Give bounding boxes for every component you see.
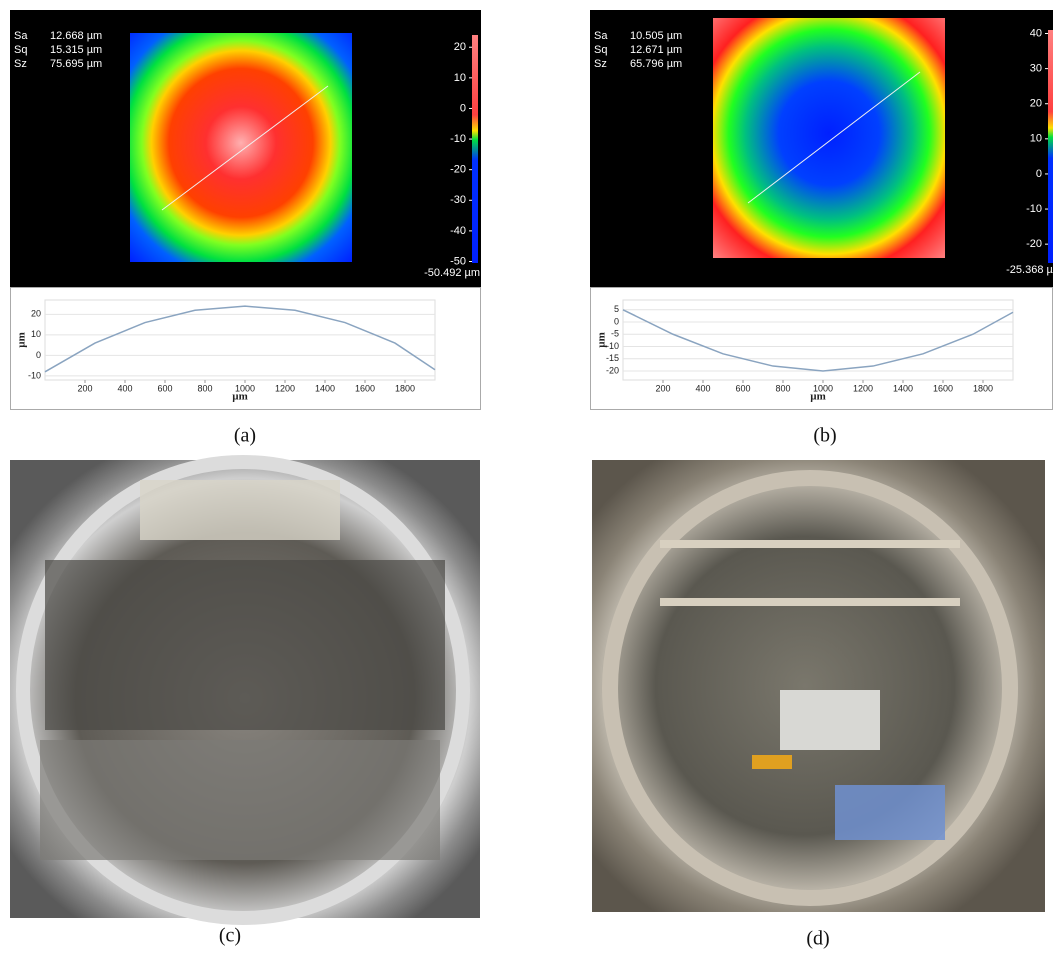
y-tick-label: 0 (36, 350, 41, 360)
height-map (130, 33, 352, 262)
colorbar-label: 30 (1030, 63, 1042, 75)
colorbar-label: 20 (454, 41, 466, 53)
x-tick-label: 800 (775, 383, 790, 393)
photo-d (592, 460, 1045, 912)
colorbar-label: -20 (1026, 238, 1042, 250)
colorbar-label: -50 (450, 255, 466, 267)
x-tick-label: 1400 (893, 383, 913, 393)
colorbar (1048, 30, 1053, 263)
stat-name: Sq (594, 44, 607, 56)
colorbar-min: -25.368 µm (1006, 264, 1053, 276)
caption: (b) (813, 425, 836, 447)
stat-value: 10.505 µm (630, 30, 682, 42)
stat-name: Sz (14, 58, 27, 70)
stat-value: 75.695 µm (50, 58, 102, 70)
y-tick-label: -20 (606, 365, 619, 375)
y-tick-label: -10 (606, 341, 619, 351)
x-tick-label: 200 (77, 383, 92, 393)
stat-value: 65.796 µm (630, 58, 682, 70)
x-tick-label: 1800 (395, 383, 415, 393)
photo-c (10, 460, 480, 918)
y-tick-label: 20 (31, 309, 41, 319)
x-tick-label: 600 (157, 383, 172, 393)
y-tick-label: -5 (611, 329, 619, 339)
y-tick-label: 0 (614, 316, 619, 326)
colorbar (472, 35, 478, 263)
panel: Sa 12.668 µm Sq 15.315 µm Sz 75.695 µm 20 10 0 -1… (10, 10, 481, 447)
stat-name: Sa (594, 30, 608, 42)
plot-area (623, 300, 1013, 380)
stat-value: 12.668 µm (50, 30, 102, 42)
x-tick-label: 400 (117, 383, 132, 393)
y-tick-label: -10 (28, 370, 41, 380)
y-tick-label: 5 (614, 304, 619, 314)
x-tick-label: 1600 (355, 383, 375, 393)
colorbar-label: -30 (450, 194, 466, 206)
colorbar-label: -40 (450, 225, 466, 237)
stat-name: Sq (14, 44, 27, 56)
stat-value: 12.671 µm (630, 44, 682, 56)
colorbar-label: -10 (450, 133, 466, 145)
x-tick-label: 1800 (973, 383, 993, 393)
x-tick-label: 600 (735, 383, 750, 393)
caption: (a) (234, 425, 256, 447)
x-tick-label: 400 (695, 383, 710, 393)
colorbar-label: 40 (1030, 27, 1042, 39)
colorbar-label: -20 (450, 164, 466, 176)
panel: Sa 10.505 µm Sq 12.671 µm Sz 65.796 µm 40 30 20 1… (590, 10, 1053, 447)
colorbar-label: 0 (460, 102, 466, 114)
x-axis-label: µm (232, 391, 248, 403)
colorbar-label: 20 (1030, 98, 1042, 110)
caption: (d) (806, 928, 829, 950)
x-tick-label: 200 (655, 383, 670, 393)
colorbar-min: -50.492 µm (424, 267, 480, 279)
y-axis-label: µm (16, 332, 28, 348)
colorbar-label: 10 (1030, 133, 1042, 145)
height-map (713, 18, 945, 258)
page: {"panels": [ {"caption": "(a)", "stats":… (0, 0, 1053, 953)
caption: (c) (219, 925, 241, 947)
x-axis-label: µm (810, 391, 826, 403)
stat-name: Sz (594, 58, 607, 70)
y-axis-label: µm (596, 332, 608, 348)
colorbar-label: -10 (1026, 203, 1042, 215)
x-tick-label: 1600 (933, 383, 953, 393)
y-tick-label: 10 (31, 329, 41, 339)
x-tick-label: 1200 (275, 383, 295, 393)
colorbar-label: 10 (454, 72, 466, 84)
x-tick-label: 1200 (853, 383, 873, 393)
colorbar-label: 0 (1036, 168, 1042, 180)
x-tick-label: 1400 (315, 383, 335, 393)
x-tick-label: 800 (197, 383, 212, 393)
figure: (c) (d) Sa 12.668 µm Sq 15.315 µm Sz 75.695 µ… (0, 0, 1053, 953)
y-tick-label: -15 (606, 353, 619, 363)
stat-value: 15.315 µm (50, 44, 102, 56)
stat-name: Sa (14, 30, 28, 42)
